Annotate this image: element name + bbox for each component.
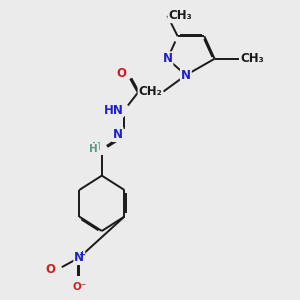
- Text: N: N: [113, 128, 123, 141]
- Text: H: H: [89, 144, 98, 154]
- Text: +: +: [78, 250, 85, 260]
- Text: CH₃: CH₃: [168, 9, 192, 22]
- Text: O: O: [117, 67, 127, 80]
- Text: N: N: [162, 52, 172, 65]
- Text: HN: HN: [103, 103, 123, 116]
- Text: N: N: [74, 251, 84, 264]
- Text: O⁻: O⁻: [72, 282, 86, 292]
- Text: O: O: [45, 263, 55, 276]
- Text: CH₃: CH₃: [240, 52, 264, 65]
- Text: H: H: [92, 142, 101, 152]
- Text: CH₂: CH₂: [139, 85, 162, 98]
- Text: N: N: [181, 69, 191, 82]
